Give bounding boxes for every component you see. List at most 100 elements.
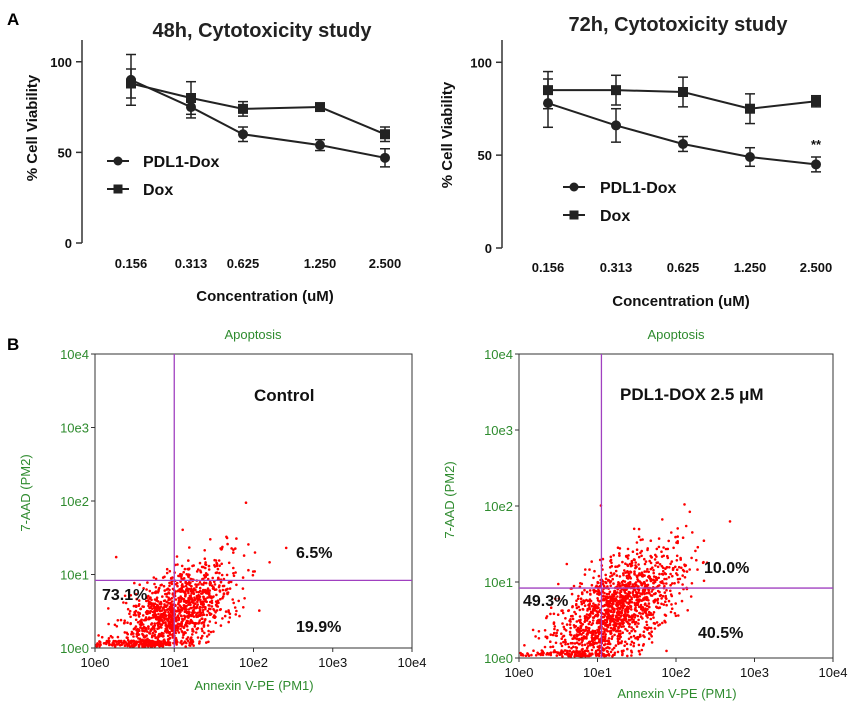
event-dot (154, 617, 158, 621)
event-dot (627, 590, 631, 594)
event-dot (160, 644, 163, 648)
event-dot (215, 571, 219, 574)
event-dot (197, 622, 200, 625)
event-dot (630, 629, 633, 633)
event-dot (648, 613, 651, 616)
event-dot (577, 594, 580, 598)
series-line-dox (130, 82, 386, 136)
event-dot (665, 577, 668, 581)
event-dot (247, 568, 250, 572)
event-dot (549, 633, 553, 636)
event-dot (166, 587, 170, 590)
event-dot (211, 576, 214, 580)
event-dot (583, 649, 586, 653)
event-dot (164, 592, 167, 596)
event-dot (604, 595, 607, 598)
event-dot (645, 591, 648, 595)
event-dot (253, 551, 257, 554)
event-dot (242, 606, 245, 609)
event-dot (169, 605, 172, 609)
data-point (238, 129, 248, 140)
event-dot (184, 631, 187, 635)
event-dot (634, 636, 637, 640)
event-dot (153, 606, 156, 609)
event-dot (251, 573, 255, 577)
event-dot (613, 595, 616, 598)
event-dot (154, 577, 158, 581)
event-dot (631, 583, 635, 586)
event-dot (148, 589, 152, 593)
event-dot (637, 618, 640, 622)
event-dot (161, 595, 164, 598)
event-dot (642, 608, 646, 611)
event-dot (596, 648, 600, 652)
event-dot (627, 618, 631, 622)
event-dot (647, 637, 651, 641)
event-dot (552, 622, 556, 625)
event-dot (592, 602, 595, 605)
event-dot (647, 602, 651, 605)
event-dot (669, 572, 672, 576)
legend: PDL1-Dox Dox (563, 180, 677, 225)
event-dot (614, 565, 617, 568)
event-dot (231, 598, 234, 601)
event-dot (580, 602, 584, 606)
event-dot (658, 572, 661, 576)
event-dot (628, 622, 631, 626)
apoptosis-control-plot: Apoptosis Annexin V-PE (PM1) 7-AAD (PM2)… (18, 327, 426, 693)
event-dot (232, 601, 235, 605)
event-dot (178, 590, 182, 593)
event-dot (675, 568, 679, 571)
event-dot (227, 620, 230, 624)
event-dot (190, 592, 193, 595)
event-dot (130, 640, 134, 643)
event-dot (153, 622, 156, 625)
event-dot (650, 594, 654, 597)
event-dot (558, 653, 562, 656)
y-tick-label: 0 (65, 236, 72, 251)
data-point (611, 120, 621, 131)
event-dot (613, 590, 617, 593)
event-dot (595, 606, 599, 610)
event-dot (151, 613, 155, 617)
event-dot (134, 605, 138, 608)
event-dot (632, 634, 636, 638)
event-dot (588, 598, 592, 601)
event-dot (160, 583, 163, 587)
event-dot (217, 601, 220, 605)
event-dot (567, 645, 571, 649)
event-dot (144, 616, 148, 619)
event-dot (571, 650, 575, 653)
event-dot (124, 601, 128, 605)
x-tick-label: 10e3 (318, 655, 347, 670)
event-dot (696, 545, 700, 549)
event-dot (571, 614, 574, 618)
event-dot (150, 623, 153, 626)
event-dot (546, 651, 549, 655)
event-dot (728, 520, 732, 523)
event-dot (198, 613, 202, 617)
event-dot (644, 609, 648, 612)
event-dot (179, 587, 183, 590)
event-dot (164, 641, 167, 644)
event-dot (147, 627, 150, 630)
event-dot (647, 570, 650, 574)
event-dot (235, 609, 238, 613)
event-dot (586, 609, 589, 612)
event-dot (632, 644, 635, 648)
event-dot (167, 610, 170, 614)
event-dot (126, 607, 130, 611)
event-dot (247, 543, 250, 546)
event-dot (635, 591, 639, 595)
event-dot (243, 597, 246, 600)
event-dot (621, 631, 624, 634)
event-dot (588, 640, 592, 644)
event-dot (175, 624, 178, 627)
event-dot (602, 597, 605, 601)
event-dot (206, 596, 209, 599)
event-dot (214, 559, 218, 562)
event-dot (644, 602, 647, 605)
event-dot (154, 585, 158, 589)
event-dot (631, 591, 634, 595)
event-dot (179, 627, 182, 631)
